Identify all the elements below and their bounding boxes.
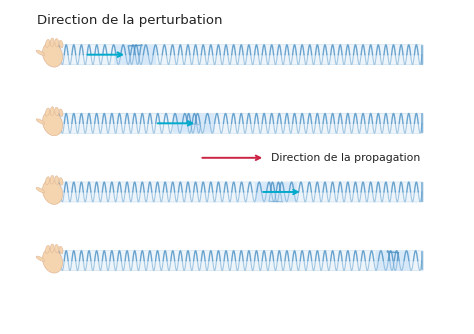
Ellipse shape [50, 107, 54, 116]
Ellipse shape [43, 42, 63, 67]
Ellipse shape [50, 175, 54, 184]
FancyBboxPatch shape [255, 182, 297, 201]
Ellipse shape [43, 180, 63, 204]
Ellipse shape [59, 246, 63, 254]
Ellipse shape [46, 39, 50, 47]
FancyBboxPatch shape [55, 113, 423, 133]
Ellipse shape [59, 109, 63, 117]
Ellipse shape [46, 108, 50, 116]
Ellipse shape [55, 107, 59, 116]
FancyBboxPatch shape [55, 45, 423, 65]
Ellipse shape [36, 256, 45, 262]
Ellipse shape [55, 244, 59, 253]
Ellipse shape [50, 244, 54, 253]
Ellipse shape [46, 245, 50, 254]
Ellipse shape [55, 176, 59, 184]
Ellipse shape [46, 177, 50, 185]
FancyBboxPatch shape [55, 250, 423, 271]
FancyBboxPatch shape [55, 182, 423, 202]
Ellipse shape [36, 187, 45, 193]
Ellipse shape [55, 38, 59, 47]
Ellipse shape [36, 119, 45, 124]
Ellipse shape [36, 50, 45, 55]
FancyBboxPatch shape [114, 45, 156, 64]
Ellipse shape [50, 38, 54, 47]
Ellipse shape [43, 111, 63, 136]
Ellipse shape [59, 178, 63, 185]
FancyBboxPatch shape [375, 251, 410, 270]
Text: Direction de la perturbation: Direction de la perturbation [36, 14, 222, 27]
Text: Direction de la propagation: Direction de la propagation [271, 153, 420, 163]
Ellipse shape [43, 248, 63, 273]
Ellipse shape [59, 40, 63, 48]
FancyBboxPatch shape [173, 114, 215, 133]
